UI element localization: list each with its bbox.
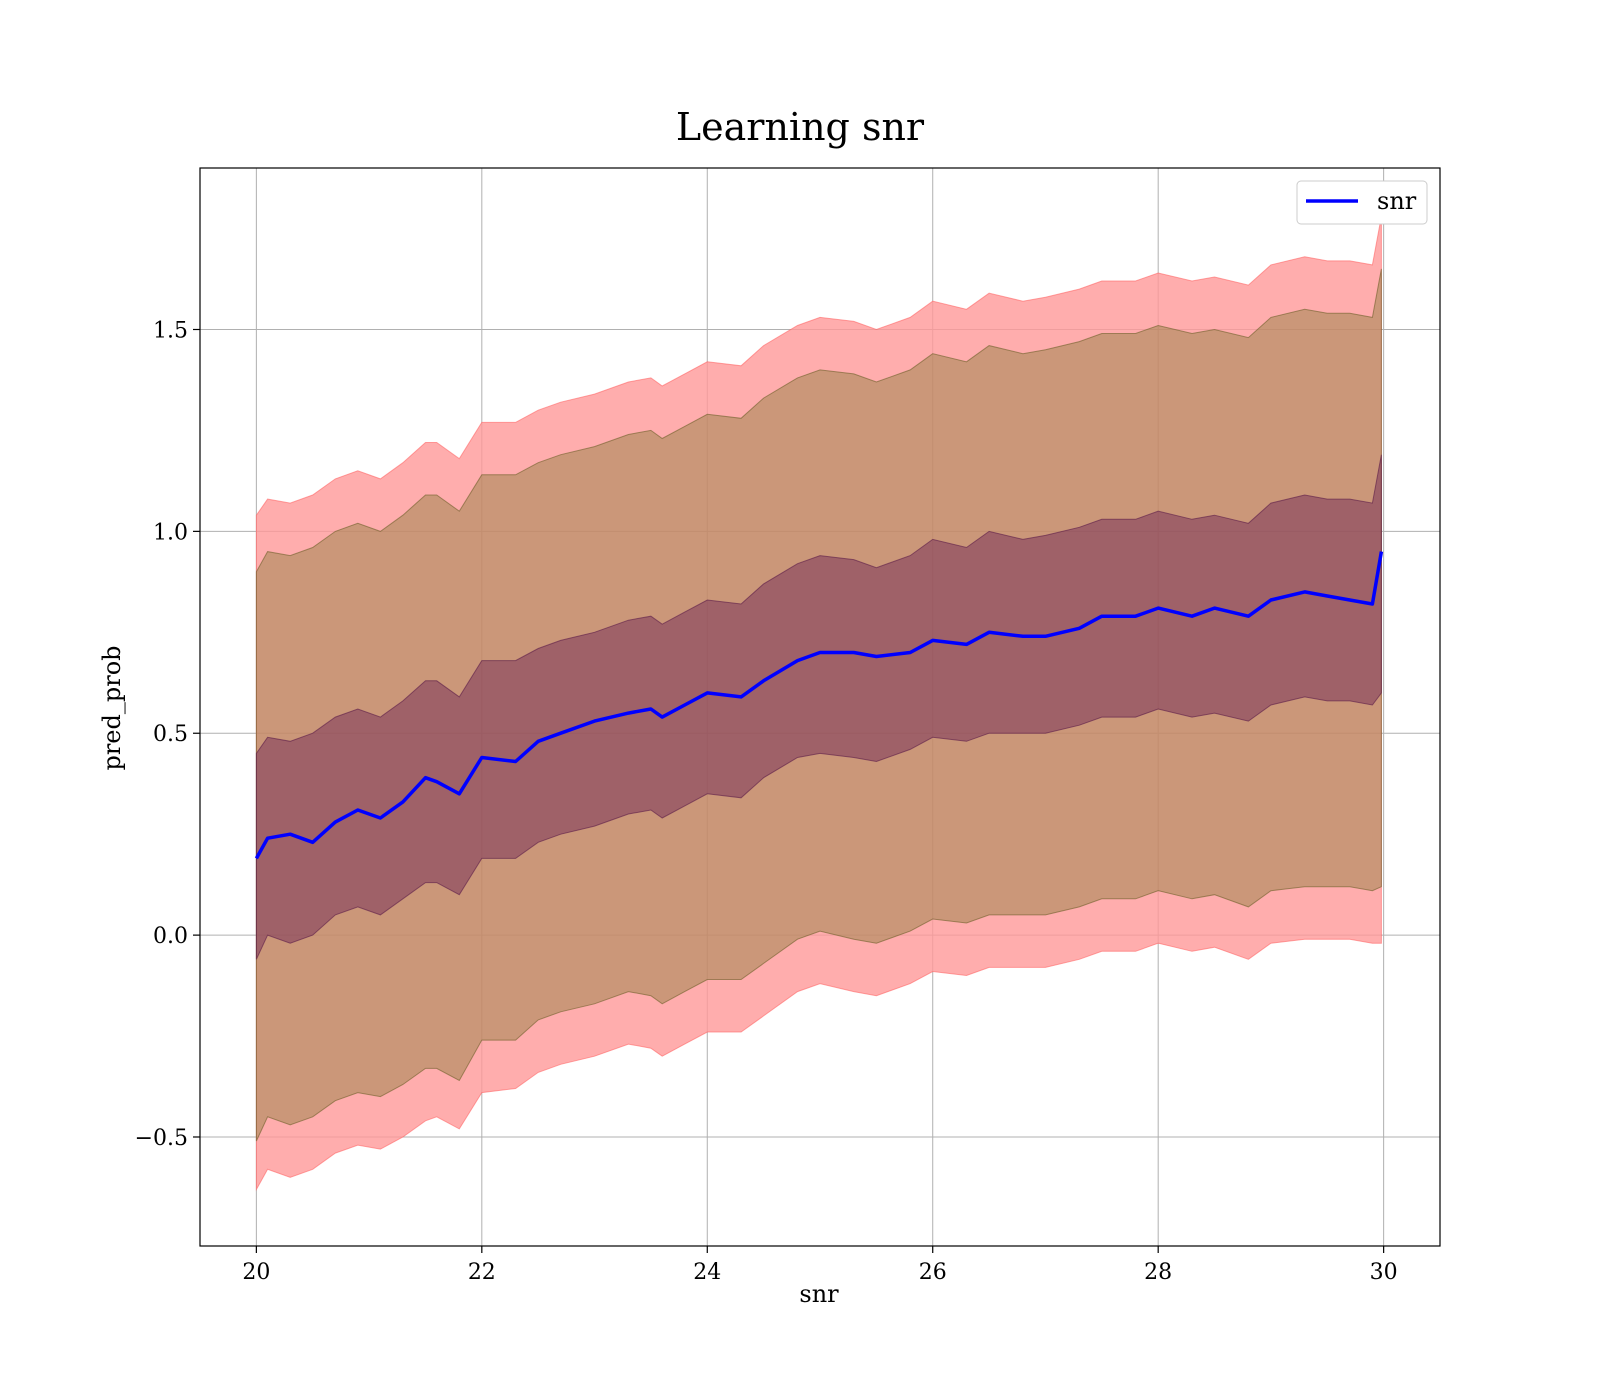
y-tick-label: 1.5 — [153, 318, 188, 343]
plot-frame — [199, 167, 1441, 1247]
x-tick-label: 26 — [919, 1260, 947, 1285]
x-axis-label: snr — [799, 1280, 839, 1308]
band-outer — [255, 216, 1382, 1192]
legend-box — [1296, 180, 1428, 225]
y-tick-label: −0.5 — [135, 1126, 188, 1151]
band-inner — [255, 454, 1382, 960]
band-layer — [255, 216, 1382, 1192]
y-tick-label: 1.0 — [153, 520, 188, 545]
x-tick-label: 22 — [468, 1260, 496, 1285]
band-middle — [255, 268, 1382, 1142]
x-tick-label: 28 — [1144, 1260, 1172, 1285]
x-tick-label: 20 — [242, 1260, 270, 1285]
series-line-snr — [254, 551, 1384, 860]
y-tick-label: 0.5 — [153, 722, 188, 747]
tick-layer: 20 22 24 26 28 30 −0.5 0.0 0.5 1.0 1.5 — [135, 318, 1398, 1285]
legend-label-snr: snr — [1377, 187, 1417, 215]
y-tick-label: 0.0 — [153, 924, 188, 949]
y-axis-label: pred_prob — [98, 645, 126, 770]
chart-title: Learning snr — [676, 105, 925, 149]
line-layer — [254, 551, 1384, 860]
x-tick-label: 24 — [693, 1260, 721, 1285]
legend: snr — [1296, 180, 1428, 225]
x-tick-label: 30 — [1370, 1260, 1398, 1285]
